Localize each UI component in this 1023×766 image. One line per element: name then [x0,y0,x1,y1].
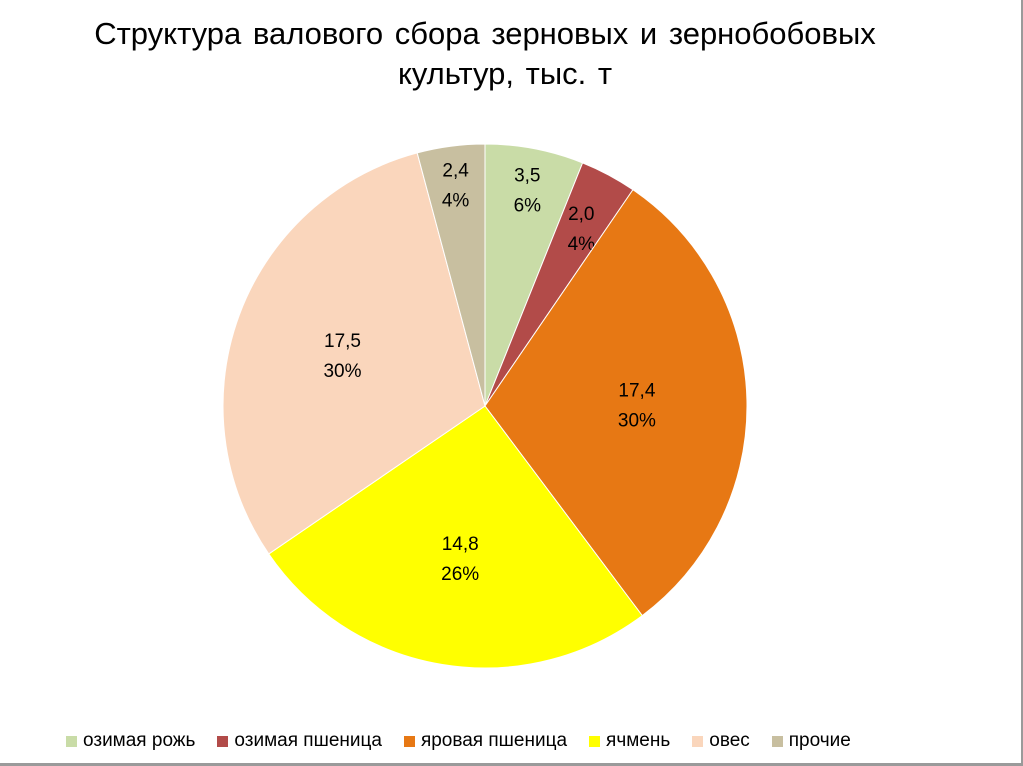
legend-swatch-ячмень [589,735,601,747]
legend-swatch-озимая-рожь [66,735,77,747]
frame-border-right [1021,0,1023,766]
legend-item-озимая-рожь: озимая рожь [66,730,195,752]
legend-swatch-яровая-пшеница [403,735,415,747]
legend-item-озимая-пшеница: озимая пшеница [217,730,382,752]
legend-item-прочие: прочие [771,730,851,752]
legend-swatch-прочие [771,735,783,747]
chart-title-line-2: культур, тыс. т [397,56,613,91]
data-label-percent-озимая-рожь: 6% [514,195,542,216]
data-label-percent-овес: 30% [323,361,361,382]
data-label-percent-яровая-пшеница: 30% [618,411,656,432]
data-label-value-озимая-пшеница: 2,0 [568,204,594,225]
legend-label-прочие: прочие [788,730,851,751]
data-label-value-яровая-пшеница: 17,4 [618,381,655,402]
data-label-value-озимая-рожь: 3,5 [514,165,540,186]
legend-swatch-озимая-пшеница [217,735,229,747]
data-label-percent-прочие: 4% [442,191,470,212]
data-label-percent-озимая-пшеница: 4% [568,234,596,255]
legend-label-яровая-пшеница: яровая пшеница [420,730,568,751]
legend-swatch-овес [692,735,704,747]
pie-slice-ячмень [268,405,643,669]
pie-chart: 3,5 6% 2,0 4% 17,4 30% 14,8 26% 17,5 30% 2,4 4% [222,143,748,669]
data-label-value-ячмень: 14,8 [442,534,479,555]
data-label-value-прочие: 2,4 [442,161,469,182]
legend-item-яровая-пшеница: яровая пшеница [403,730,568,752]
chart-title: Структура валового сбора зерновых и зерн… [20,14,950,94]
data-label-value-овес: 17,5 [324,331,361,352]
legend-label-озимая-пшеница: озимая пшеница [234,730,382,751]
pie-slice-овес [222,152,486,555]
legend-label-овес: овес [709,730,750,751]
legend-item-ячмень: ячмень [589,730,670,752]
legend-label-ячмень: ячмень [606,730,671,751]
chart-legend: озимая рожь озимая пшеница яровая пшеница я… [66,728,873,754]
pie-slice-прочие [416,143,486,407]
legend-label-озимая-рожь: озимая рожь [83,730,196,751]
pie-slice-яровая-пшеница [484,189,748,617]
legend-item-овес: овес [692,730,750,752]
frame-border-bottom [0,763,1023,766]
chart-title-line-1: Структура валового сбора зерновых и зерн… [94,16,876,51]
data-label-percent-ячмень: 26% [441,564,479,585]
